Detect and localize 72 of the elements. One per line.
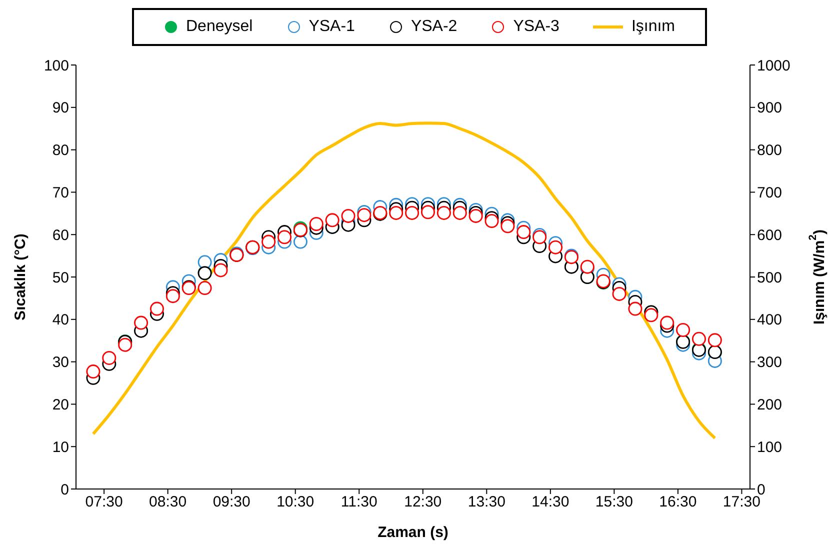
y-tick-label: 100 — [44, 57, 69, 74]
y-tick-label: 10 — [52, 438, 69, 456]
point — [436, 206, 451, 220]
point — [468, 208, 483, 223]
y-tick-label: 30 — [52, 354, 69, 372]
point — [86, 364, 100, 379]
x-tick-label: 11:30 — [340, 494, 378, 511]
point — [628, 302, 642, 316]
point — [341, 208, 356, 223]
point — [420, 205, 435, 220]
y-tick-label: 80 — [52, 142, 69, 160]
legend-label: YSA-1 — [308, 18, 355, 36]
x-tick-label: 16:30 — [659, 494, 697, 511]
point — [676, 323, 690, 337]
point — [708, 333, 722, 348]
y-tick-label: 50 — [52, 269, 69, 286]
y-axis-title: Sıcaklık (°C) — [12, 234, 28, 320]
legend-label: YSA-2 — [410, 18, 458, 36]
y2-tick-label: 200 — [757, 396, 782, 414]
line-series — [92, 122, 716, 440]
point — [516, 225, 531, 240]
y2-tick-label: 800 — [757, 142, 782, 160]
y2-tick-label: 700 — [757, 184, 782, 202]
x-tick-label: 09:30 — [212, 494, 250, 511]
x-tick-label: 13:30 — [468, 494, 506, 511]
point — [484, 214, 499, 228]
x-tick-label: 15:30 — [595, 494, 633, 511]
point — [166, 289, 180, 304]
y2-tick-label: 500 — [757, 269, 782, 286]
y-tick-label: 0 — [60, 481, 69, 498]
x-axis-title: Zaman (s) — [378, 524, 448, 541]
x-tick-label: 07:30 — [85, 494, 123, 511]
x-tick-label: 14:30 — [532, 494, 570, 511]
x-tick-label: 10:30 — [276, 494, 314, 511]
legend-label: Işınım — [631, 18, 675, 36]
y2-tick-label: 600 — [757, 226, 782, 244]
y-tick-label: 60 — [52, 226, 69, 244]
point — [660, 316, 674, 330]
y2-tick-label: 400 — [757, 312, 782, 329]
point — [405, 206, 420, 220]
point — [278, 230, 292, 244]
point — [692, 332, 706, 346]
point — [293, 234, 308, 249]
point — [102, 350, 116, 365]
y-tick-label: 90 — [52, 100, 69, 117]
point — [325, 213, 340, 228]
x-tick-label: 17:30 — [722, 494, 760, 511]
y-tick-label: 70 — [52, 184, 69, 202]
point — [357, 208, 372, 222]
legend-label: Deneysel — [186, 18, 253, 36]
x-tick-label: 08:30 — [149, 494, 187, 511]
y2-tick-label: 100 — [757, 438, 782, 456]
y2-tick-label: 300 — [757, 354, 782, 372]
point — [214, 263, 228, 278]
y-tick-label: 40 — [52, 312, 69, 329]
point — [134, 316, 148, 330]
point — [309, 217, 324, 231]
y-tick-label: 20 — [52, 396, 69, 414]
point — [644, 308, 658, 322]
point — [500, 219, 515, 234]
point — [118, 338, 132, 352]
point — [198, 281, 212, 296]
point — [150, 302, 164, 316]
point — [612, 286, 626, 301]
legend-label: YSA-3 — [513, 18, 560, 36]
point — [452, 206, 467, 220]
point — [389, 206, 404, 220]
y2-tick-label: 900 — [757, 100, 782, 117]
x-tick-label: 12:30 — [404, 494, 442, 511]
y2-tick-label: 1000 — [757, 57, 790, 74]
point — [262, 234, 276, 249]
point — [548, 240, 563, 254]
